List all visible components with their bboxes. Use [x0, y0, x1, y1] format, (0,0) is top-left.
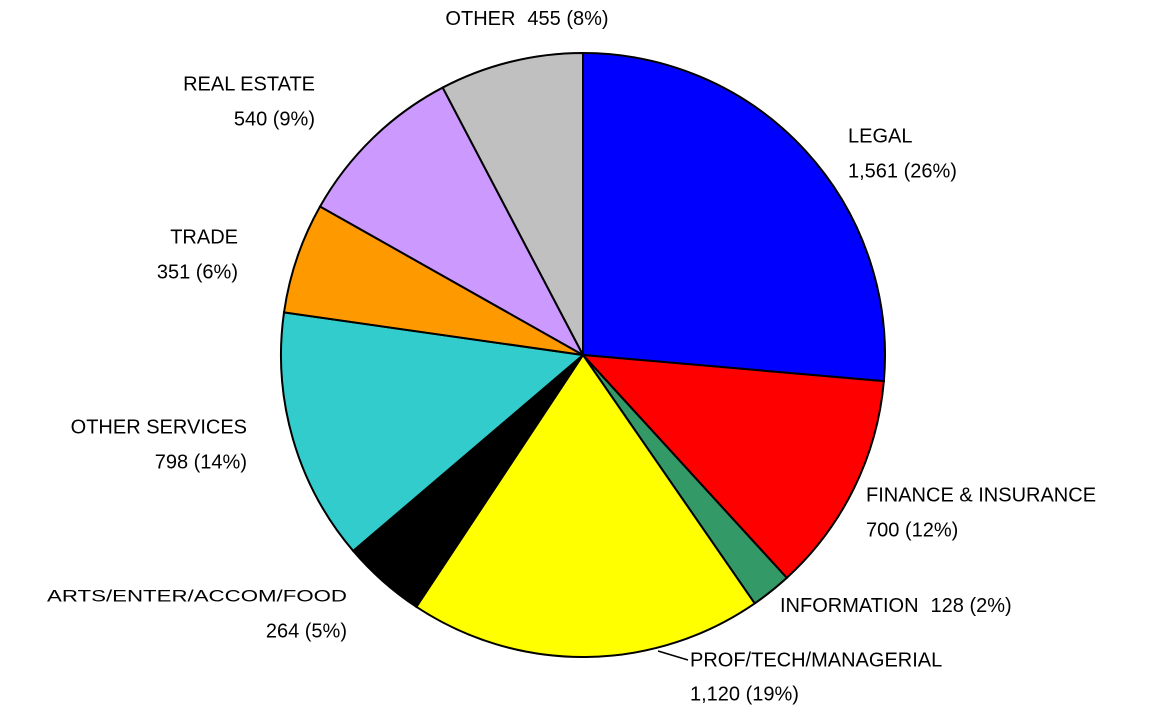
pie-slice [441, 51, 584, 356]
pie-slice [318, 86, 586, 358]
category-label: FINANCE & INSURANCE [866, 484, 1096, 506]
category-label: INFORMATION [780, 595, 919, 617]
slice-label: OTHER 455 (8%) [445, 8, 608, 30]
value-label: 264 (5%) [266, 620, 347, 642]
category-label: REAL ESTATE [183, 73, 315, 95]
category-label: OTHER [445, 8, 515, 30]
value-label: 128 (2%) [931, 595, 1012, 617]
value-label: 700 (12%) [866, 519, 958, 541]
category-label: LEGAL [848, 125, 912, 147]
value-label: 798 (14%) [155, 451, 247, 473]
category-label: TRADE [170, 226, 238, 248]
leader-line [657, 650, 689, 661]
pie-slice [414, 353, 757, 658]
value-label: 1,120 (19%) [690, 683, 799, 705]
pie-slice [280, 311, 586, 553]
category-label: ARTS/ENTER/ACCOM/FOOD [47, 586, 347, 605]
category-label: OTHER SERVICES [71, 416, 247, 438]
value-label: 1,561 (26%) [848, 160, 957, 182]
value-label: 351 (6%) [157, 261, 238, 283]
pie-slice [582, 51, 886, 383]
value-label: 455 (8%) [527, 8, 608, 30]
value-label: 540 (9%) [234, 108, 315, 130]
pie-slice [580, 353, 885, 580]
slice-label: INFORMATION 128 (2%) [780, 595, 1012, 617]
category-label: PROF/TECH/MANAGERIAL [690, 649, 942, 671]
